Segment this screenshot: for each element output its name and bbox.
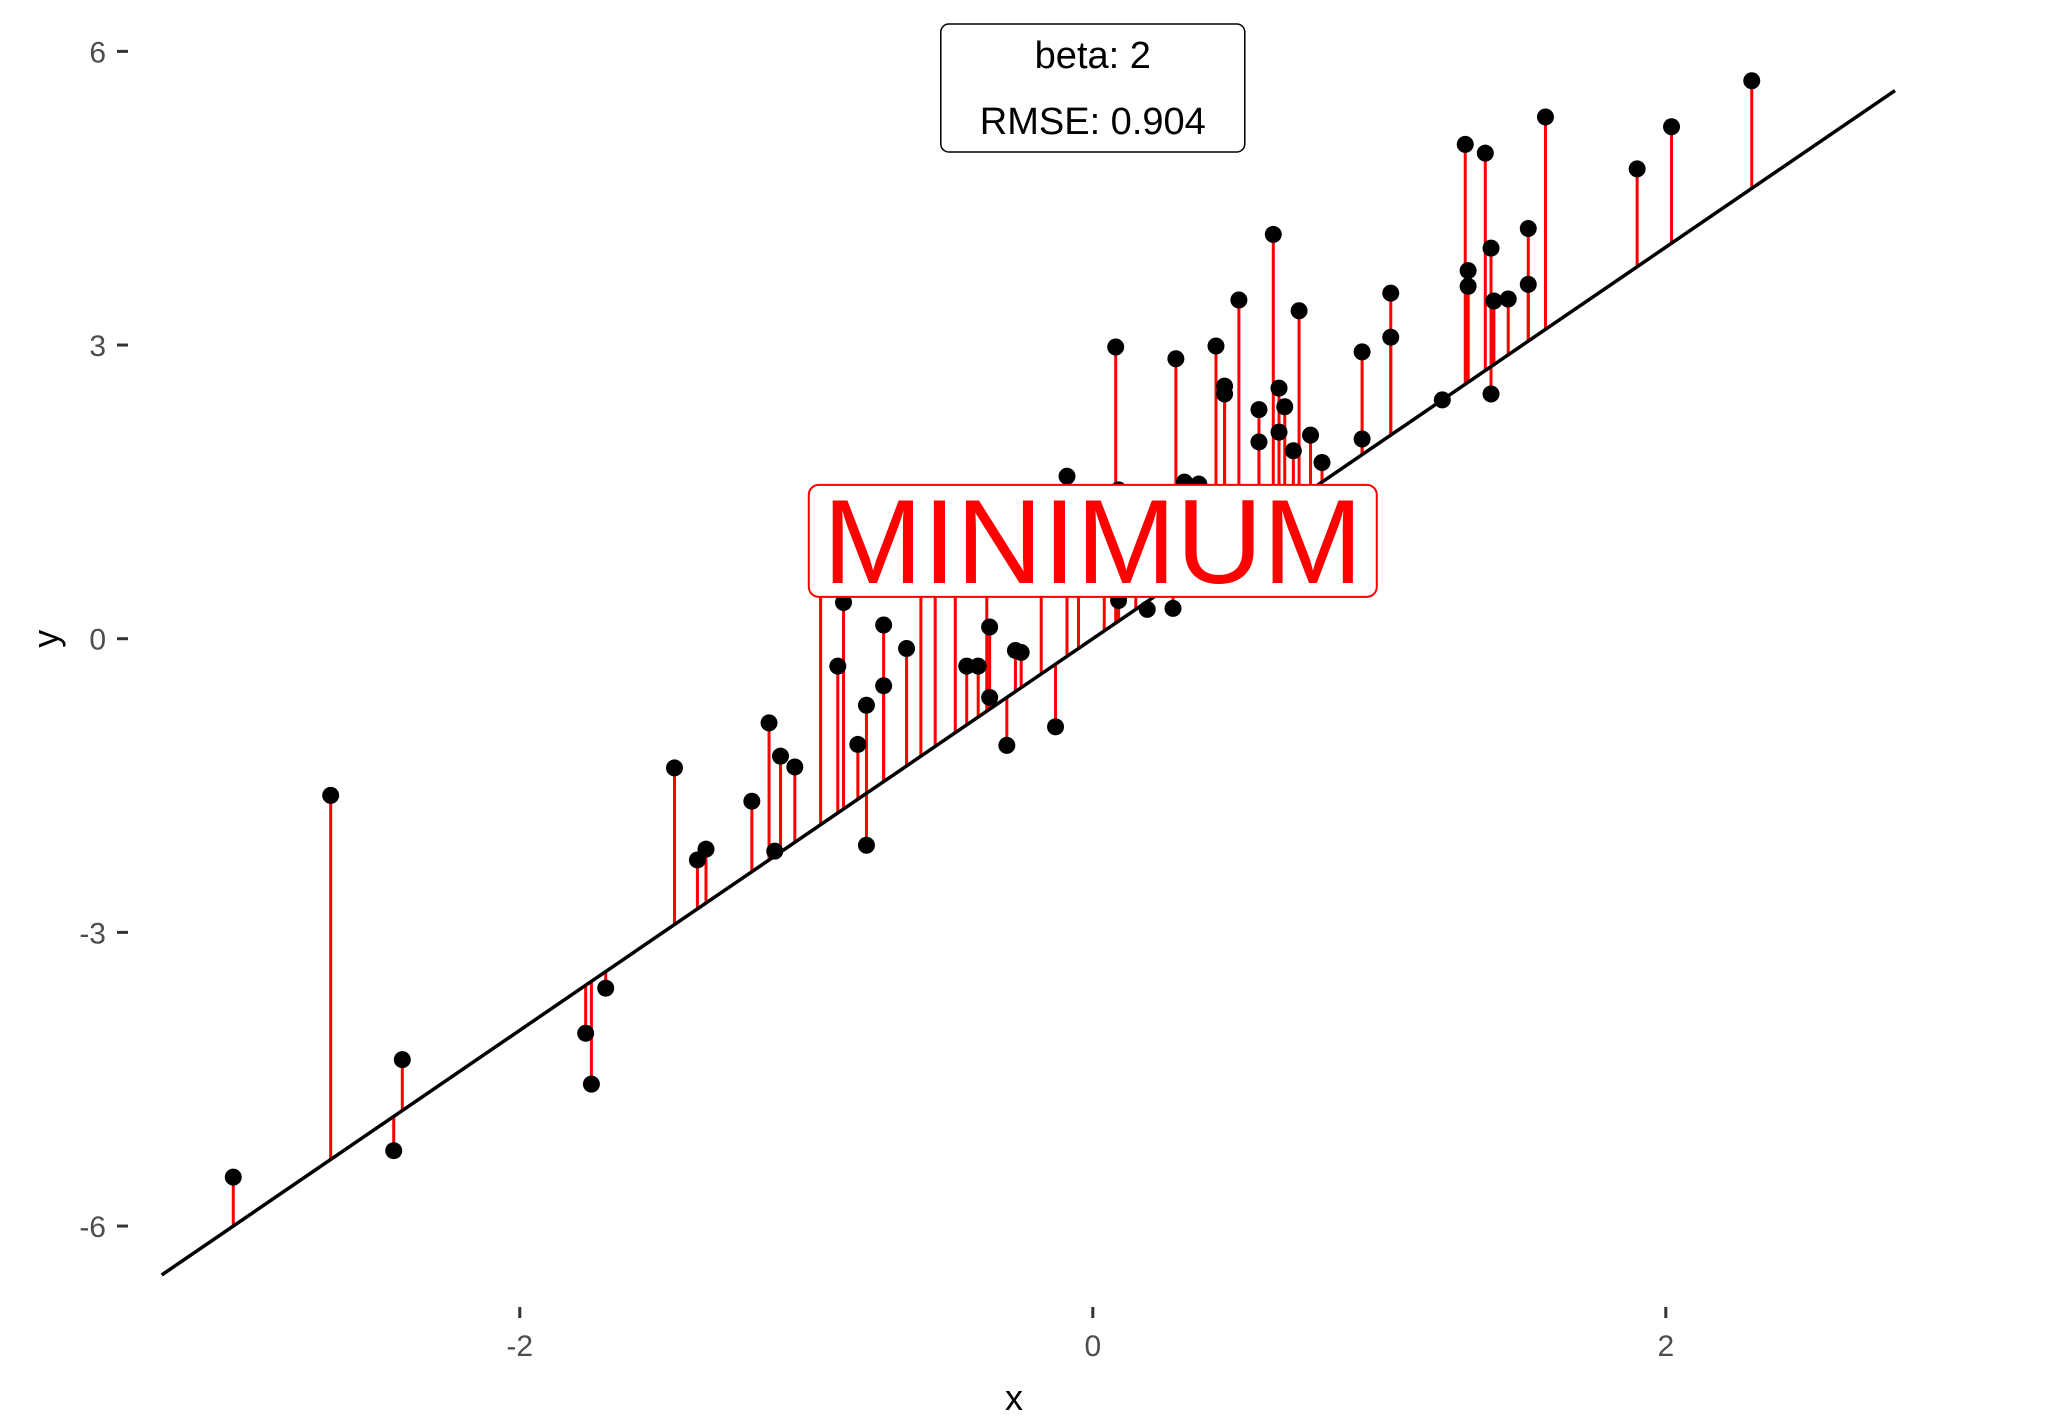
banner-frame xyxy=(807,483,1378,598)
data-point xyxy=(1250,433,1268,451)
data-point xyxy=(1270,379,1288,397)
data-point xyxy=(1250,401,1268,419)
data-point xyxy=(322,786,340,804)
data-point xyxy=(898,640,916,657)
data-point xyxy=(1519,275,1537,293)
data-point xyxy=(849,735,867,753)
y-tick-label: 6 xyxy=(89,36,106,69)
data-point xyxy=(1167,350,1185,368)
y-tick-label: 3 xyxy=(89,330,106,363)
data-point xyxy=(665,759,683,777)
data-point xyxy=(1519,220,1537,238)
data-point xyxy=(1353,430,1371,448)
data-point xyxy=(1482,385,1500,403)
data-point xyxy=(1663,118,1681,136)
data-point xyxy=(1284,442,1302,460)
data-point xyxy=(969,657,987,675)
annotation-box: beta: 2 RMSE: 0.904 xyxy=(940,23,1246,153)
data-point xyxy=(766,842,784,860)
annotation-beta-text: beta: 2 xyxy=(1035,35,1151,77)
data-point xyxy=(771,747,789,765)
data-point xyxy=(1433,391,1451,409)
data-point xyxy=(1207,337,1225,355)
fit-line-group xyxy=(160,89,1896,1277)
data-point xyxy=(1264,225,1282,243)
data-point xyxy=(1459,262,1477,280)
data-point xyxy=(1302,426,1320,444)
data-point xyxy=(393,1051,411,1069)
data-point xyxy=(1499,290,1517,308)
data-point xyxy=(857,696,875,714)
data-point xyxy=(1382,328,1400,346)
data-point xyxy=(1382,284,1400,302)
y-axis-title: y xyxy=(25,630,66,648)
annotation-rmse-text: RMSE: 0.904 xyxy=(980,101,1206,143)
annotation-frame xyxy=(940,23,1246,153)
data-point xyxy=(1012,643,1030,661)
data-points xyxy=(224,72,1761,1186)
data-point xyxy=(577,1024,595,1042)
data-point xyxy=(697,840,715,858)
data-point xyxy=(1230,291,1248,309)
data-point xyxy=(1743,72,1761,90)
x-tick-label: 0 xyxy=(1084,1330,1101,1363)
data-point xyxy=(1536,108,1554,126)
data-point xyxy=(1485,292,1503,310)
x-tick-label: -2 xyxy=(506,1330,533,1363)
data-point xyxy=(1456,135,1474,153)
data-point xyxy=(998,736,1016,754)
data-point xyxy=(1164,599,1182,617)
data-point xyxy=(1628,160,1646,178)
data-point xyxy=(1482,239,1500,257)
data-point xyxy=(1459,277,1477,295)
data-point xyxy=(829,657,847,675)
fit-line xyxy=(160,89,1896,1277)
data-point xyxy=(1270,423,1288,441)
data-point xyxy=(875,616,893,634)
data-point xyxy=(385,1142,403,1160)
data-point xyxy=(857,836,875,854)
data-point xyxy=(1216,377,1234,395)
x-axis-title: x xyxy=(1005,1377,1023,1418)
data-point xyxy=(1290,302,1308,320)
data-point xyxy=(875,677,893,695)
residual-lines xyxy=(231,80,1754,1227)
data-point xyxy=(981,618,999,636)
data-point xyxy=(1353,343,1371,361)
data-point xyxy=(582,1075,600,1093)
data-point xyxy=(1476,144,1494,162)
data-point xyxy=(1138,600,1156,618)
data-point xyxy=(981,688,999,706)
data-point xyxy=(597,979,615,997)
y-tick-label: 0 xyxy=(89,624,106,657)
minimum-banner: MINIMUM xyxy=(807,475,1378,609)
x-tick-label: 2 xyxy=(1657,1330,1674,1363)
banner-label: MINIMUM xyxy=(823,475,1363,609)
y-tick-label: -6 xyxy=(79,1211,106,1244)
y-tick-label: -3 xyxy=(79,917,106,950)
data-point xyxy=(1107,338,1125,356)
axes: -6 -3 0 3 6 -2 0 2 xyxy=(79,36,1674,1363)
data-point xyxy=(760,714,778,732)
data-point xyxy=(835,593,853,611)
data-point xyxy=(1313,454,1331,472)
data-point xyxy=(224,1168,242,1186)
data-point xyxy=(1058,467,1076,485)
data-point xyxy=(1047,718,1065,736)
data-point xyxy=(786,758,804,776)
data-point xyxy=(743,792,761,810)
data-point xyxy=(1276,398,1294,416)
